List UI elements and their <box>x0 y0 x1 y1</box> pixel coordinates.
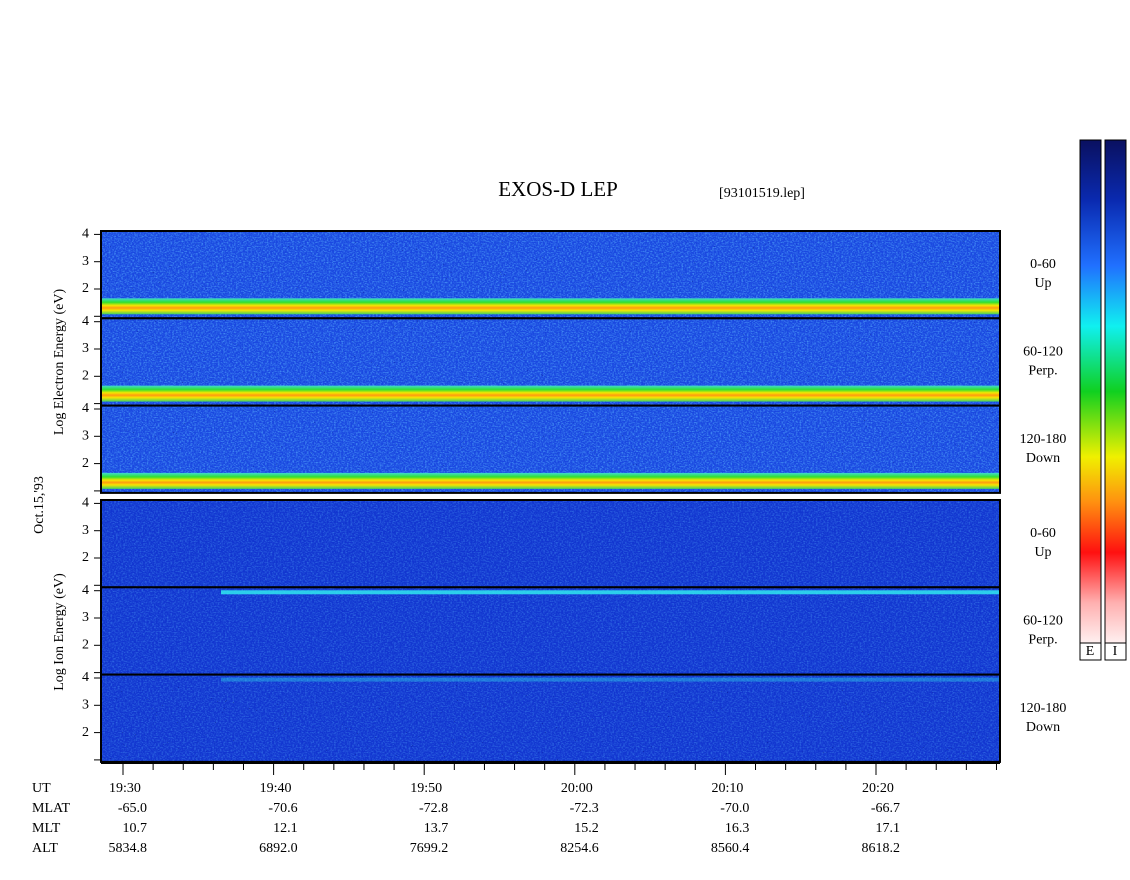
y-tick-label: 2 <box>82 281 89 296</box>
angle-label: 0-60 <box>1030 257 1056 272</box>
direction-label: Up <box>1034 545 1051 560</box>
ephemeris-row-label: ALT <box>32 841 58 856</box>
ephemeris-value: 12.1 <box>273 821 298 836</box>
y-tick-label: 3 <box>82 698 89 713</box>
time-label: 20:10 <box>711 781 743 796</box>
panel-frame <box>100 404 1001 494</box>
angle-label: 120-180 <box>1020 432 1067 447</box>
title: EXOS-D LEP <box>498 177 618 201</box>
direction-label: Up <box>1034 276 1051 291</box>
ephemeris-value: 5834.8 <box>109 841 148 856</box>
ephemeris-value: 8618.2 <box>862 841 901 856</box>
angle-label: 60-120 <box>1023 345 1063 360</box>
y-tick-label: 4 <box>82 670 89 685</box>
ephemeris-value: 7699.2 <box>410 841 449 856</box>
time-label: 19:40 <box>260 781 292 796</box>
y-tick-label: 2 <box>82 369 89 384</box>
y-tick-label: 4 <box>82 401 89 416</box>
ephemeris-row-label: MLT <box>32 821 61 836</box>
ephemeris-value: 16.3 <box>725 821 750 836</box>
colorbar-label-box <box>1079 642 1102 661</box>
ephemeris-value: 6892.0 <box>259 841 298 856</box>
ephemeris-row-label: UT <box>32 781 51 796</box>
time-label: 19:50 <box>410 781 442 796</box>
direction-label: Perp. <box>1028 364 1057 379</box>
time-label: 20:20 <box>862 781 894 796</box>
ephemeris-value: -72.3 <box>570 801 599 816</box>
ephemeris-value: -70.0 <box>720 801 749 816</box>
ion-axis-label: Log Ion Energy (eV) <box>52 573 67 691</box>
y-tick-label: 4 <box>82 496 89 511</box>
colorbar-label: E <box>1086 644 1095 659</box>
y-tick-label: 3 <box>82 254 89 269</box>
ephemeris-value: 17.1 <box>876 821 901 836</box>
y-tick-label: 3 <box>82 610 89 625</box>
y-tick-label: 4 <box>82 227 89 242</box>
direction-label: Down <box>1026 720 1060 735</box>
electron-band <box>101 385 1000 402</box>
ion-line <box>221 590 1000 595</box>
ephemeris-value: 10.7 <box>123 821 148 836</box>
ephemeris-value: -66.7 <box>871 801 900 816</box>
colorbar <box>1079 139 1102 644</box>
y-tick-label: 3 <box>82 523 89 538</box>
spectrogram-dropouts <box>101 674 1000 762</box>
electron-band <box>101 298 1000 315</box>
y-tick-label: 3 <box>82 341 89 356</box>
y-tick-label: 2 <box>82 638 89 653</box>
colorbar <box>1104 139 1127 644</box>
electron-band <box>101 472 1000 489</box>
colorbar-label: I <box>1113 644 1118 659</box>
electron-axis-label: Log Electron Energy (eV) <box>52 289 67 436</box>
time-label: 19:30 <box>109 781 141 796</box>
ephemeris-value: 8254.6 <box>560 841 599 856</box>
panel-frame <box>100 673 1001 763</box>
ephemeris-row-label: MLAT <box>32 801 71 816</box>
date: Oct.15,'93 <box>32 476 47 534</box>
ephemeris-value: -70.6 <box>268 801 297 816</box>
y-tick-label: 2 <box>82 725 89 740</box>
angle-label: 0-60 <box>1030 526 1056 541</box>
y-tick-label: 2 <box>82 550 89 565</box>
y-tick-label: 3 <box>82 429 89 444</box>
file-name: [93101519.lep] <box>719 186 805 201</box>
spectrogram-noise <box>101 500 1000 588</box>
angle-label: 120-180 <box>1020 701 1067 716</box>
y-tick-label: 2 <box>82 456 89 471</box>
angle-label: 60-120 <box>1023 614 1063 629</box>
ephemeris-value: -72.8 <box>419 801 448 816</box>
direction-label: Down <box>1026 451 1060 466</box>
time-label: 20:00 <box>561 781 593 796</box>
colorbar-label-box <box>1104 642 1127 661</box>
y-tick-label: 4 <box>82 583 89 598</box>
ion-line <box>221 677 1000 682</box>
ephemeris-value: -65.0 <box>118 801 147 816</box>
ephemeris-value: 8560.4 <box>711 841 750 856</box>
ephemeris-value: 15.2 <box>574 821 599 836</box>
y-tick-label: 4 <box>82 314 89 329</box>
spectrogram-noise <box>101 587 1000 675</box>
ephemeris-value: 13.7 <box>424 821 449 836</box>
direction-label: Perp. <box>1028 633 1057 648</box>
